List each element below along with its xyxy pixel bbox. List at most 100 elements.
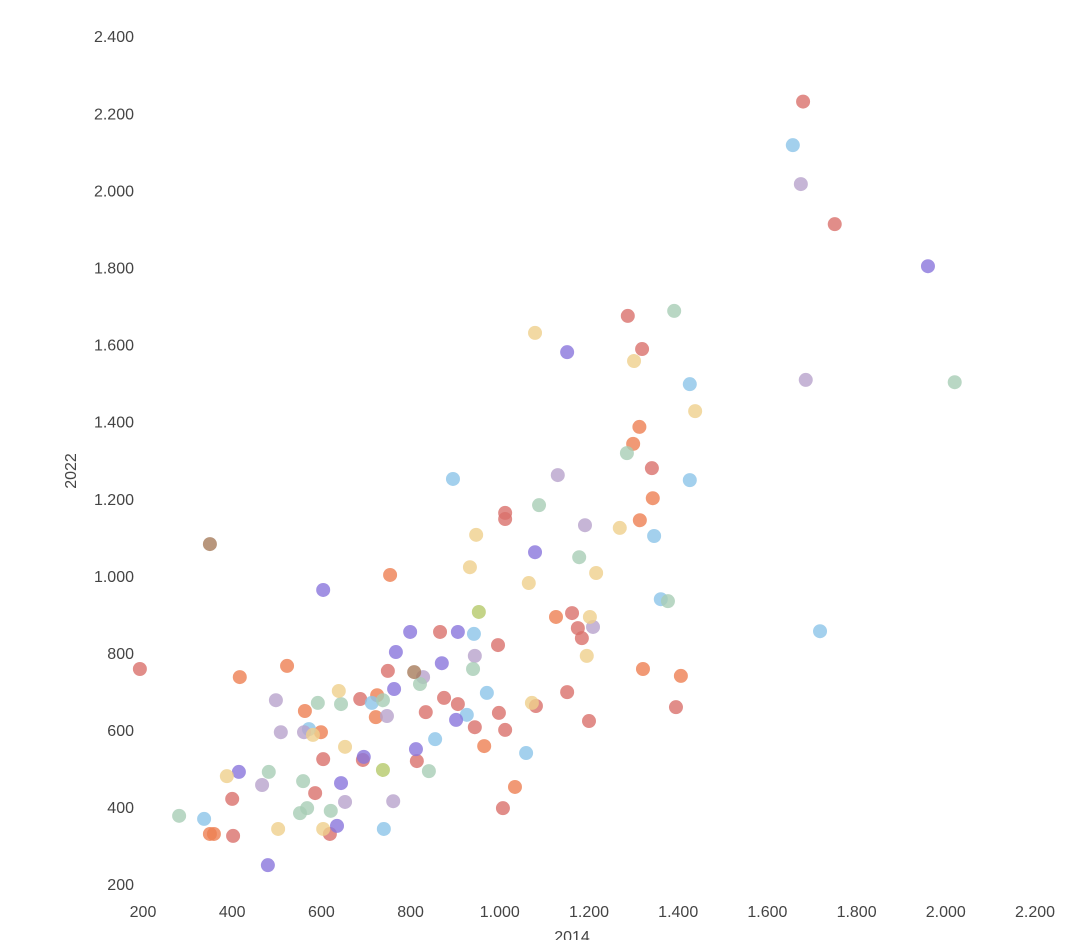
scatter-point xyxy=(667,303,682,318)
scatter-point xyxy=(479,685,494,700)
x-axis-title: 2014 xyxy=(554,929,590,940)
scatter-point xyxy=(582,714,596,729)
scatter-point xyxy=(412,677,427,692)
scatter-point xyxy=(231,764,246,779)
scatter-point xyxy=(579,648,594,663)
scatter-point xyxy=(428,732,443,747)
scatter-point xyxy=(356,749,371,764)
scatter-point xyxy=(466,626,481,641)
scatter-point xyxy=(292,806,307,821)
scatter-point xyxy=(226,828,241,843)
x-tick-label: 400 xyxy=(219,904,246,921)
scatter-point xyxy=(316,582,331,597)
scatter-point xyxy=(619,446,634,461)
scatter-point xyxy=(409,754,424,769)
scatter-point xyxy=(273,725,288,740)
scatter-point xyxy=(296,774,311,789)
scatter-point xyxy=(376,821,391,836)
scatter-point xyxy=(433,624,448,639)
scatter-point xyxy=(202,826,217,841)
scatter-point xyxy=(375,693,390,708)
x-tick-label: 200 xyxy=(130,904,157,921)
scatter-point xyxy=(798,372,813,387)
scatter-point xyxy=(403,624,418,639)
x-tick-label: 2.200 xyxy=(1015,904,1055,921)
scatter-point xyxy=(660,594,675,609)
scatter-point xyxy=(308,786,323,801)
scatter-point xyxy=(225,791,240,806)
scatter-point xyxy=(260,858,275,873)
x-tick-label: 1.200 xyxy=(569,904,609,921)
scatter-point xyxy=(450,624,465,639)
scatter-point xyxy=(947,375,962,390)
scatter-point xyxy=(491,638,506,653)
scatter-point xyxy=(682,377,697,392)
scatter-point xyxy=(459,707,474,722)
scatter-point xyxy=(507,779,522,794)
scatter-point xyxy=(827,217,842,232)
scatter-point xyxy=(491,705,506,720)
scatter-point xyxy=(560,345,575,360)
scatter-point xyxy=(920,259,935,274)
y-tick-label: 200 xyxy=(107,877,134,894)
scatter-point xyxy=(219,769,234,784)
scatter-point xyxy=(572,550,587,565)
y-tick-label: 1.200 xyxy=(94,492,134,509)
scatter-point xyxy=(524,695,539,710)
scatter-point xyxy=(386,794,401,809)
scatter-point xyxy=(316,821,331,836)
y-tick-label: 1.600 xyxy=(94,338,134,355)
scatter-point xyxy=(647,529,662,544)
scatter-point xyxy=(682,473,697,488)
scatter-point xyxy=(421,764,436,779)
scatter-point xyxy=(796,94,811,109)
scatter-point xyxy=(560,685,575,700)
scatter-point xyxy=(813,624,828,639)
y-tick-label: 800 xyxy=(107,646,134,663)
scatter-point xyxy=(132,661,147,676)
scatter-point xyxy=(688,404,703,419)
x-tick-label: 800 xyxy=(397,904,424,921)
x-tick-label: 1.000 xyxy=(480,904,520,921)
y-tick-label: 1.000 xyxy=(94,569,134,586)
scatter-point xyxy=(310,695,325,710)
scatter-point xyxy=(498,722,513,737)
scatter-point xyxy=(467,648,482,663)
scatter-point xyxy=(305,727,320,742)
scatter-point xyxy=(338,739,353,754)
scatter-point xyxy=(330,818,345,833)
scatter-point xyxy=(632,419,647,434)
scatter-point xyxy=(255,778,270,793)
scatter-point xyxy=(582,609,597,624)
scatter-point xyxy=(467,720,482,735)
scatter-point xyxy=(449,712,464,727)
y-axis-title: 2022 xyxy=(63,453,80,489)
scatter-point xyxy=(445,471,460,486)
scatter-point xyxy=(408,742,423,757)
scatter-point xyxy=(268,693,283,708)
scatter-point xyxy=(450,697,465,712)
scatter-point xyxy=(635,342,650,357)
scatter-point xyxy=(469,527,484,542)
scatter-point xyxy=(172,808,187,823)
scatter-point xyxy=(261,764,276,779)
scatter-point xyxy=(368,710,383,725)
scatter-point xyxy=(612,520,627,535)
scatter-point xyxy=(316,752,331,767)
scatter-point xyxy=(550,468,565,483)
scatter-point xyxy=(519,746,534,761)
scatter-point xyxy=(521,576,536,591)
scatter-point xyxy=(528,545,543,560)
scatter-point xyxy=(380,663,395,678)
scatter-point xyxy=(577,518,592,533)
scatter-point xyxy=(388,645,403,660)
scatter-point xyxy=(471,604,486,619)
scatter-point xyxy=(338,794,353,809)
y-tick-label: 1.400 xyxy=(94,415,134,432)
scatter-point xyxy=(331,683,346,698)
scatter-point xyxy=(528,325,543,340)
scatter-point xyxy=(645,491,660,506)
scatter-point xyxy=(644,461,659,476)
y-tick-label: 2.200 xyxy=(94,106,134,123)
scatter-point xyxy=(434,656,449,671)
